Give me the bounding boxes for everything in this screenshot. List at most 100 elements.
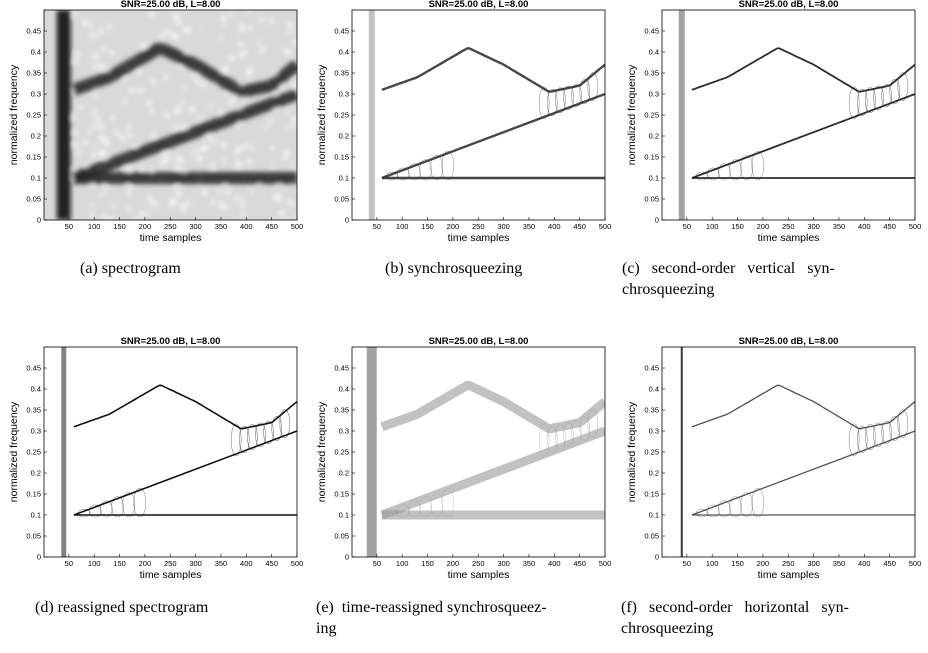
x-tick-label: 200 xyxy=(757,559,770,568)
y-tick-label: 0.05 xyxy=(334,532,349,541)
x-tick-label: 350 xyxy=(215,222,228,231)
x-tick-label: 150 xyxy=(421,559,434,568)
noise-dot xyxy=(225,189,232,195)
x-tick-label: 300 xyxy=(807,222,820,231)
interference-bubble xyxy=(873,85,884,111)
noise-dot xyxy=(233,151,238,155)
noise-dot xyxy=(160,160,166,166)
noise-dot xyxy=(89,23,94,28)
interference-bubble xyxy=(751,487,765,518)
caption-a: (a) spectrogram xyxy=(80,260,181,277)
noise-dot xyxy=(240,212,245,217)
noise-dot xyxy=(185,201,191,207)
noise-dot xyxy=(172,125,177,130)
chirp-component xyxy=(380,426,605,520)
interference-bubble xyxy=(385,508,399,518)
noise-dot xyxy=(92,94,98,99)
caption-e-line1: (e) time-reassigned synchrosqueez- xyxy=(316,599,547,616)
y-tick-label: 0 xyxy=(37,216,41,225)
y-axis-label: normalized frequency xyxy=(8,64,20,165)
x-tick-label: 350 xyxy=(523,222,536,231)
y-tick-label: 0.35 xyxy=(26,406,41,415)
noise-dot xyxy=(126,192,131,197)
y-tick-label: 0.4 xyxy=(649,48,659,57)
x-tick-label: 300 xyxy=(497,559,510,568)
noise-dot xyxy=(102,155,108,161)
noise-dot xyxy=(174,184,180,190)
noise-dot xyxy=(92,114,97,118)
interference-bubble xyxy=(579,416,591,441)
x-tick-label: 150 xyxy=(731,559,744,568)
noise-dot xyxy=(217,189,222,194)
noise-dot xyxy=(200,145,207,152)
noise-dot xyxy=(163,74,169,80)
y-axis-label: normalized frequency xyxy=(8,401,20,502)
x-tick-label: 350 xyxy=(215,559,228,568)
y-tick-label: 0.45 xyxy=(334,364,349,373)
noise-dot xyxy=(249,146,254,151)
noise-dot xyxy=(293,79,297,84)
y-tick-label: 0.1 xyxy=(339,174,349,183)
noise-dot xyxy=(272,195,277,201)
chart-panel-e: 50 100 150 200 250 300 350 400 450 500 0 0.05 0.1 0.1… xyxy=(308,336,611,637)
y-tick-label: 0.45 xyxy=(26,27,41,36)
x-tick-label: 200 xyxy=(757,222,770,231)
y-tick-label: 0.05 xyxy=(26,532,41,541)
y-tick-label: 0.15 xyxy=(334,490,349,499)
interference-bubble xyxy=(848,86,860,120)
x-tick-label: 400 xyxy=(240,559,253,568)
noise-dot xyxy=(282,49,288,54)
noise-dot xyxy=(291,116,297,123)
noise-dot xyxy=(97,123,104,130)
caption-d: (d) reassigned spectrogram xyxy=(35,599,209,616)
interference-bubble xyxy=(430,492,443,518)
noise-dot xyxy=(195,80,200,86)
y-tick-label: 0.15 xyxy=(26,153,41,162)
noise-dot xyxy=(293,39,297,45)
noise-dot xyxy=(238,41,244,48)
caption-e: (e) time-reassigned synchrosqueez- ing xyxy=(316,597,621,639)
fm-component xyxy=(69,42,297,98)
chart-panel-d: 50 100 150 200 250 300 350 400 450 500 0 0.05 0.1 0.1… xyxy=(0,336,303,637)
chirp-component xyxy=(691,93,915,179)
fm-component xyxy=(691,47,915,93)
x-tick-label: 100 xyxy=(88,222,101,231)
impulse-component xyxy=(61,347,67,557)
noise-dot xyxy=(126,183,130,187)
noise-dot xyxy=(264,125,269,130)
noise-dot xyxy=(272,162,276,167)
noise-dot xyxy=(124,166,129,171)
noise-dot xyxy=(105,142,110,147)
interference-bubble xyxy=(263,420,274,444)
interference-bubble xyxy=(122,492,135,518)
y-tick-label: 0.2 xyxy=(339,132,349,141)
x-tick-label: 50 xyxy=(683,559,691,568)
interference-bubble xyxy=(555,424,566,451)
noise-dot xyxy=(212,140,217,145)
noise-dot xyxy=(147,195,153,201)
interference-bubble xyxy=(408,500,421,518)
x-tick-label: 50 xyxy=(65,559,73,568)
noise-dot xyxy=(106,24,112,30)
noise-dot xyxy=(246,72,250,77)
noise-dot xyxy=(102,137,109,144)
noise-dot xyxy=(291,124,296,129)
interference-bubble xyxy=(441,487,455,518)
noise-dot xyxy=(278,210,285,216)
interference-bubble xyxy=(230,423,242,457)
noise-dot xyxy=(92,144,96,148)
y-tick-label: 0.15 xyxy=(26,490,41,499)
noise-dot xyxy=(286,125,291,130)
noise-dot xyxy=(73,130,79,135)
noise-dot xyxy=(210,199,216,205)
noise-dot xyxy=(247,10,252,14)
x-tick-label: 350 xyxy=(523,559,536,568)
noise-dot xyxy=(286,110,290,114)
x-tick-label: 450 xyxy=(573,222,586,231)
y-tick-label: 0.1 xyxy=(649,511,659,520)
noise-dot xyxy=(175,190,182,197)
noise-dot xyxy=(108,216,115,220)
caption-c: (c) second-order vertical syn- chrosquee… xyxy=(622,258,922,300)
chart-svg-d: 50 100 150 200 250 300 350 400 450 500 0 0.05 0.1 0.1… xyxy=(8,336,303,581)
noise-dot xyxy=(199,156,203,161)
